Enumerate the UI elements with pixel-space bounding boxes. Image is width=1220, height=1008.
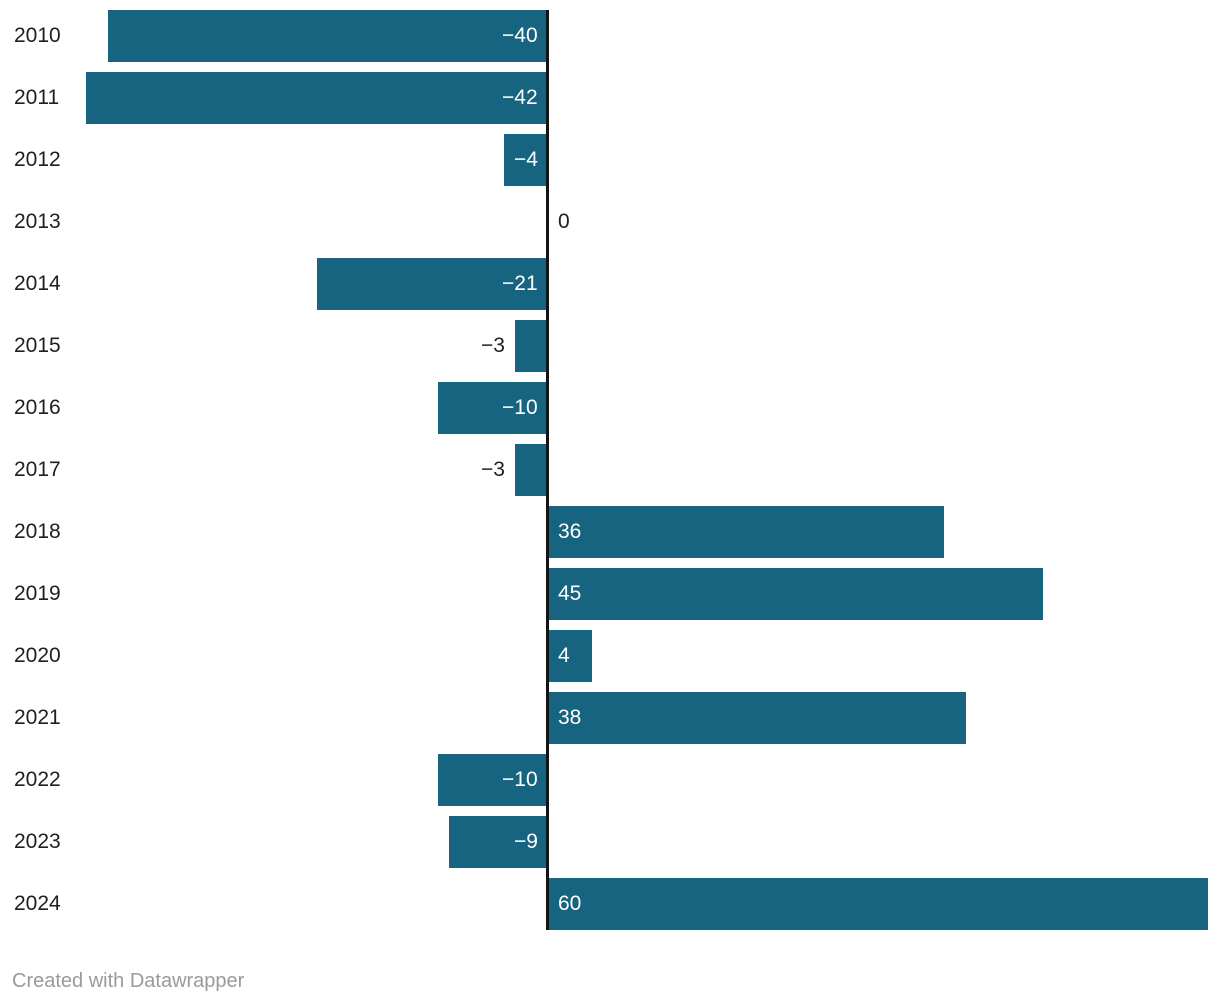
year-label: 2024 [14,892,61,915]
year-label: 2017 [14,458,61,481]
year-label: 2010 [14,24,61,47]
bar [548,506,944,558]
bar [548,692,966,744]
year-label: 2019 [14,582,61,605]
year-label: 2011 [14,86,60,109]
value-label: 4 [558,644,570,667]
year-label: 2016 [14,396,61,419]
bar [548,630,592,682]
value-label: 36 [558,520,582,543]
value-label: −9 [514,830,538,853]
value-label: −3 [481,334,505,357]
bar [438,754,548,806]
bar [449,816,548,868]
year-label: 2018 [14,520,61,543]
value-label: 38 [558,706,582,729]
datawrapper-attribution-link[interactable]: Created with Datawrapper [12,970,245,992]
bar [515,320,548,372]
value-label: 0 [558,210,570,233]
value-label: −10 [502,768,538,791]
value-label: −4 [514,148,538,171]
bar [504,134,548,186]
bar [108,10,548,62]
value-label: −21 [502,272,538,295]
year-label: 2015 [14,334,61,357]
year-label: 2022 [14,768,61,791]
bar [86,72,548,124]
bar [548,568,1043,620]
bar [515,444,548,496]
bar [438,382,548,434]
year-label: 2020 [14,644,61,667]
year-label: 2013 [14,210,61,233]
year-label: 2021 [14,706,61,729]
value-label: −10 [502,396,538,419]
year-label: 2012 [14,148,61,171]
zero-axis-line [546,10,549,930]
year-label: 2014 [14,272,61,295]
value-label: 45 [558,582,582,605]
bar [317,258,548,310]
year-label: 2023 [14,830,61,853]
value-label: −40 [502,24,538,47]
bar [548,878,1208,930]
value-label: −42 [502,86,538,109]
value-label: −3 [481,458,505,481]
value-label: 60 [558,892,582,915]
bar-chart: 2010 −40 2011 −42 2012 −4 2013 0 2014 −21 2015 −3 20… [14,10,1208,930]
